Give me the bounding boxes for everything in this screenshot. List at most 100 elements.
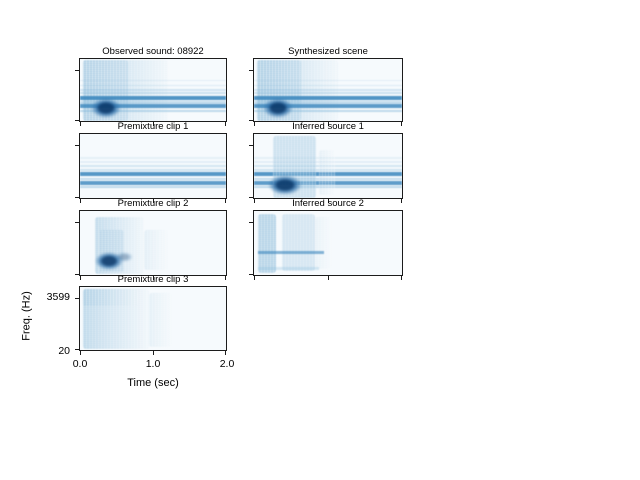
spectrogram-image-observed: [80, 59, 226, 121]
spectrogram-feature-hband: [254, 109, 402, 112]
spectrogram-feature-hband: [254, 177, 402, 181]
x-tick-mid: [153, 276, 154, 280]
spectrogram-feature-hband: [80, 180, 226, 185]
y-tick-upper: [75, 297, 79, 299]
x-tick-end: [225, 122, 226, 126]
spectrogram-panel-synthesized: [249, 58, 403, 126]
spectrogram-feature-hband: [254, 79, 402, 82]
spectrogram-image-synthesized: [254, 59, 402, 121]
spectrogram-feature-blob: [268, 175, 303, 196]
panel-title-premixture-3: Premixture clip 3: [117, 274, 189, 285]
spectrogram-feature-hband: [254, 95, 402, 100]
x-tick-0: [80, 122, 81, 126]
spectrogram-panel-premixture-1: [75, 133, 227, 203]
y-tick-upper: [249, 69, 253, 71]
x-tick-0: [80, 276, 81, 280]
spectrogram-panel-inferred-2: [249, 210, 403, 280]
y-tick-lower: [75, 197, 79, 198]
spectrogram-feature-hband: [80, 79, 226, 82]
spectrogram-feature-noise: [82, 288, 139, 306]
spectrogram-panel-observed: [75, 58, 227, 126]
spectrogram-feature-blob: [95, 251, 124, 270]
spectrogram-feature-hband: [258, 267, 320, 270]
spectrogram-feature-hband: [80, 84, 226, 87]
spectrogram-feature-hband: [80, 185, 226, 188]
spectrogram-feature-hband: [254, 157, 402, 160]
spectrogram-image-premixture-1: [80, 134, 226, 198]
spectrogram-feature-hband: [254, 171, 402, 176]
panel-title-premixture-1: Premixture clip 1: [117, 121, 189, 132]
x-tick-mid: [328, 276, 329, 280]
x-tick-0: [254, 122, 255, 126]
x-tick-0: [254, 276, 255, 280]
x-axis-label: Time (sec): [127, 377, 179, 389]
spectrogram-feature-hband: [254, 104, 402, 109]
x-tick-end: [225, 351, 226, 355]
spectrogram-feature-hband: [80, 171, 226, 176]
spectrogram-feature-hband: [80, 109, 226, 112]
x-tick-mid: [153, 351, 154, 355]
spectrogram-panel-premixture-2: [75, 210, 227, 280]
x-tick-label-2: 2.0: [219, 358, 235, 370]
spectrogram-feature-noise: [319, 150, 336, 195]
spectrogram-image-premixture-2: [80, 211, 226, 275]
y-tick-upper: [75, 144, 79, 146]
spectrogram-feature-hband: [80, 168, 226, 171]
spectrogram-feature-hband: [80, 92, 226, 95]
spectrogram-feature-hband: [254, 161, 402, 164]
spectrogram-feature-blob: [90, 97, 121, 118]
spectrogram-panel-premixture-3: [75, 286, 227, 355]
spectrogram-feature-hband: [80, 177, 226, 181]
spectrogram-image-premixture-3: [80, 287, 226, 350]
spectrogram-feature-hband: [254, 92, 402, 95]
y-tick-label-3599: 3599: [46, 291, 70, 303]
x-tick-0: [80, 351, 81, 355]
y-tick-lower: [249, 120, 253, 121]
x-tick-mid: [328, 122, 329, 126]
spectrogram-feature-hband: [254, 165, 402, 167]
x-tick-0: [80, 199, 81, 203]
y-tick-lower: [75, 349, 79, 350]
spectrogram-feature-noise: [144, 230, 168, 270]
x-tick-end: [401, 276, 402, 280]
x-tick-mid: [153, 122, 154, 126]
spectrogram-feature-hband: [80, 165, 226, 167]
spectrogram-feature-hband: [254, 185, 402, 188]
x-tick-end: [225, 276, 226, 280]
spectrogram-feature-noise: [282, 214, 315, 271]
panel-title-observed: Observed sound: 08922: [102, 46, 204, 57]
y-tick-lower: [249, 274, 253, 275]
y-tick-upper: [249, 144, 253, 146]
spectrogram-feature-hband: [80, 104, 226, 109]
spectrogram-feature-hband: [80, 95, 226, 100]
y-tick-lower: [75, 120, 79, 121]
spectrogram-feature-hband: [258, 250, 324, 254]
spectrogram-feature-hband: [80, 161, 226, 164]
panel-title-synthesized: Synthesized scene: [288, 46, 368, 57]
spectrogram-feature-hband: [80, 157, 226, 160]
x-tick-mid: [328, 199, 329, 203]
y-tick-label-20: 20: [58, 345, 70, 357]
x-tick-end: [401, 199, 402, 203]
spectrogram-feature-noise: [82, 288, 149, 350]
y-tick-upper: [249, 221, 253, 223]
spectrogram-feature-blob: [263, 97, 294, 118]
spectrogram-feature-noise: [258, 213, 277, 274]
spectrogram-feature-hband: [254, 84, 402, 87]
panel-title-inferred-2: Inferred source 2: [292, 198, 364, 209]
spectrogram-feature-hband: [80, 89, 226, 92]
panel-title-premixture-2: Premixture clip 2: [117, 198, 189, 209]
spectrogram-image-inferred-1: [254, 134, 402, 198]
y-tick-lower: [75, 274, 79, 275]
panel-title-inferred-1: Inferred source 1: [292, 121, 364, 132]
spectrogram-feature-hband: [254, 89, 402, 92]
x-tick-end: [401, 122, 402, 126]
spectrogram-feature-blob: [114, 252, 133, 263]
spectrogram-feature-hband: [254, 180, 402, 185]
x-tick-label-0: 0.0: [72, 358, 88, 370]
spectrogram-feature-hband: [80, 101, 226, 104]
x-tick-mid: [153, 199, 154, 203]
spectrogram-panel-inferred-1: [249, 133, 403, 203]
spectrogram-feature-noise: [148, 293, 172, 347]
